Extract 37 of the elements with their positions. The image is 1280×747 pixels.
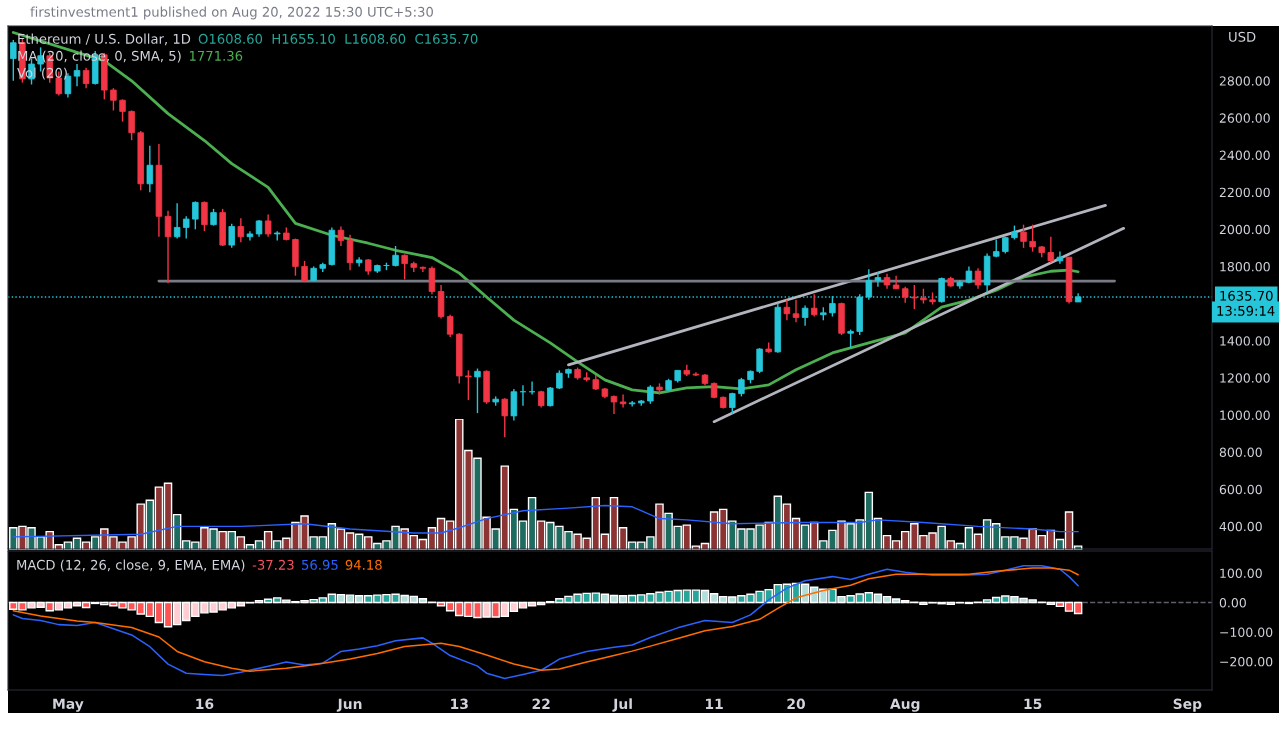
x-tick-label: May (53, 698, 84, 712)
y-tick-label: 800.00 (1219, 447, 1262, 458)
y-tick-label: 2800.00 (1219, 76, 1270, 86)
text: MACD (12, 26, close, 9, EMA, EMA) (17, 559, 245, 572)
text: firstinvestment1 published on Aug 20, 2022 15:30 UTC+5:30 (30, 6, 433, 20)
y-tick-label: 1800.00 (1220, 261, 1270, 272)
y-tick-label: 2400.00 (1219, 150, 1270, 160)
x-tick-label: 11 (706, 698, 723, 709)
y-axis-title: USD (1229, 31, 1256, 42)
y-tick-label: 0.00 (1219, 598, 1246, 608)
annotation: -37.23 (252, 559, 294, 570)
y-tick-label: 2200.00 (1219, 187, 1270, 198)
x-tick-label: Sep (1173, 698, 1202, 712)
annotation: 1771.36 (189, 50, 243, 61)
y-tick-label: 600.00 (1219, 484, 1262, 495)
x-tick-label: Aug (890, 698, 920, 712)
annotation: 56.95 (302, 559, 338, 570)
y-tick-label: 1400.00 (1220, 336, 1270, 346)
x-tick-label: 20 (787, 698, 805, 710)
y-tick-label: 400.00 (1219, 521, 1262, 532)
y-tick-label: 2600.00 (1219, 113, 1270, 123)
y-tick-label: −100.00 (1220, 627, 1273, 637)
text: 13:59:14 (1217, 305, 1275, 316)
x-tick-label: Jun (336, 698, 362, 712)
y-tick-label: 1000.00 (1220, 410, 1270, 420)
x-tick-label: 22 (532, 698, 550, 709)
annotation: 94.18 (345, 559, 382, 570)
chart-subtitle: O1608.60 H1655.10 L1608.60 C1635.70 (198, 33, 478, 44)
x-tick-label: 13 (451, 698, 468, 710)
ref-line-label: 1635.70 (1220, 290, 1273, 301)
x-tick-label: Jul (612, 698, 632, 712)
x-tick-label: 15 (1024, 698, 1042, 710)
y-tick-label: 1200.00 (1220, 373, 1270, 383)
y-tick-label: 100.00 (1220, 568, 1262, 579)
y-tick-label: 2000.00 (1219, 224, 1270, 235)
x-tick-label: 16 (196, 698, 214, 710)
y-tick-label: −200.00 (1220, 656, 1273, 667)
